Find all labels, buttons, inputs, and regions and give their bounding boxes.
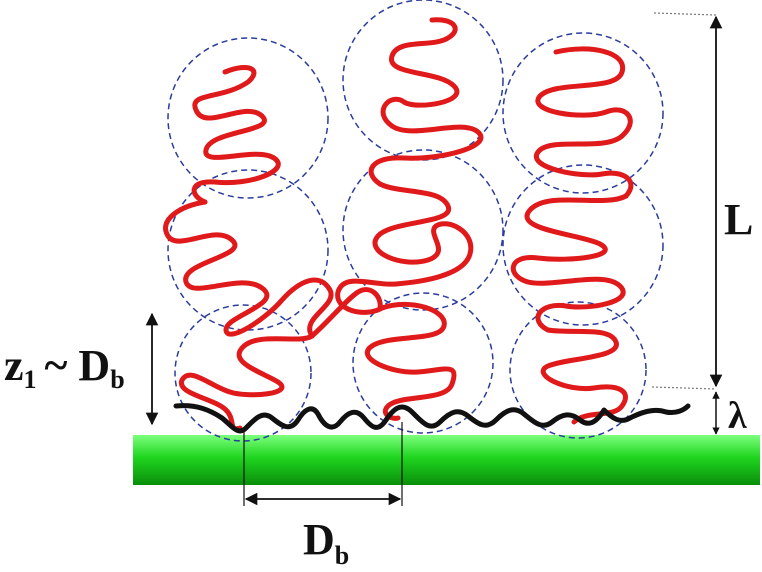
height-dimension <box>651 12 723 435</box>
blob-circle <box>342 149 504 311</box>
blob-size-label: Db <box>303 515 349 570</box>
blob-circle <box>167 169 329 331</box>
blob-circle <box>174 304 312 442</box>
z-relation-subscript: b <box>110 365 124 394</box>
polymer-chain-right-top <box>533 46 634 199</box>
z-subscript: 1 <box>24 365 37 394</box>
height-leader-top <box>653 12 717 16</box>
polymer-chain-left-top <box>191 65 281 205</box>
polymer-chain-left-bottom <box>179 333 315 432</box>
blob-circle <box>352 292 494 434</box>
polymer-chains <box>163 17 634 432</box>
polymer-chain-left-mid <box>163 199 334 339</box>
substrate <box>133 435 760 485</box>
blob-outlines <box>167 0 664 442</box>
polymer-chain-centre-bottom <box>364 301 457 421</box>
blob-size-symbol: D <box>303 515 335 564</box>
blob-circle <box>502 32 664 194</box>
anchor-layer <box>173 403 691 434</box>
blob-circle <box>502 164 664 326</box>
polymer-chain-centre-top <box>368 17 484 187</box>
polymer-chain-right-bottom <box>540 327 628 425</box>
height-leader-bottom <box>651 386 717 390</box>
blob-circle <box>167 37 329 199</box>
polymer-chain-bridge <box>309 287 383 339</box>
polymer-chain-centre-mid <box>335 181 474 315</box>
blob-size-subscript: b <box>335 541 349 570</box>
anchor-layer-label: λ <box>728 395 747 437</box>
blob-size-dimension <box>243 422 403 506</box>
brush-height-label: L <box>724 195 753 244</box>
blob-circle <box>509 301 647 439</box>
z-label: z1 ~ Db <box>4 341 125 394</box>
polymer-chain-right-mid <box>510 193 629 333</box>
z-symbol: z <box>4 341 24 390</box>
z-relation: ~ D <box>45 341 111 390</box>
